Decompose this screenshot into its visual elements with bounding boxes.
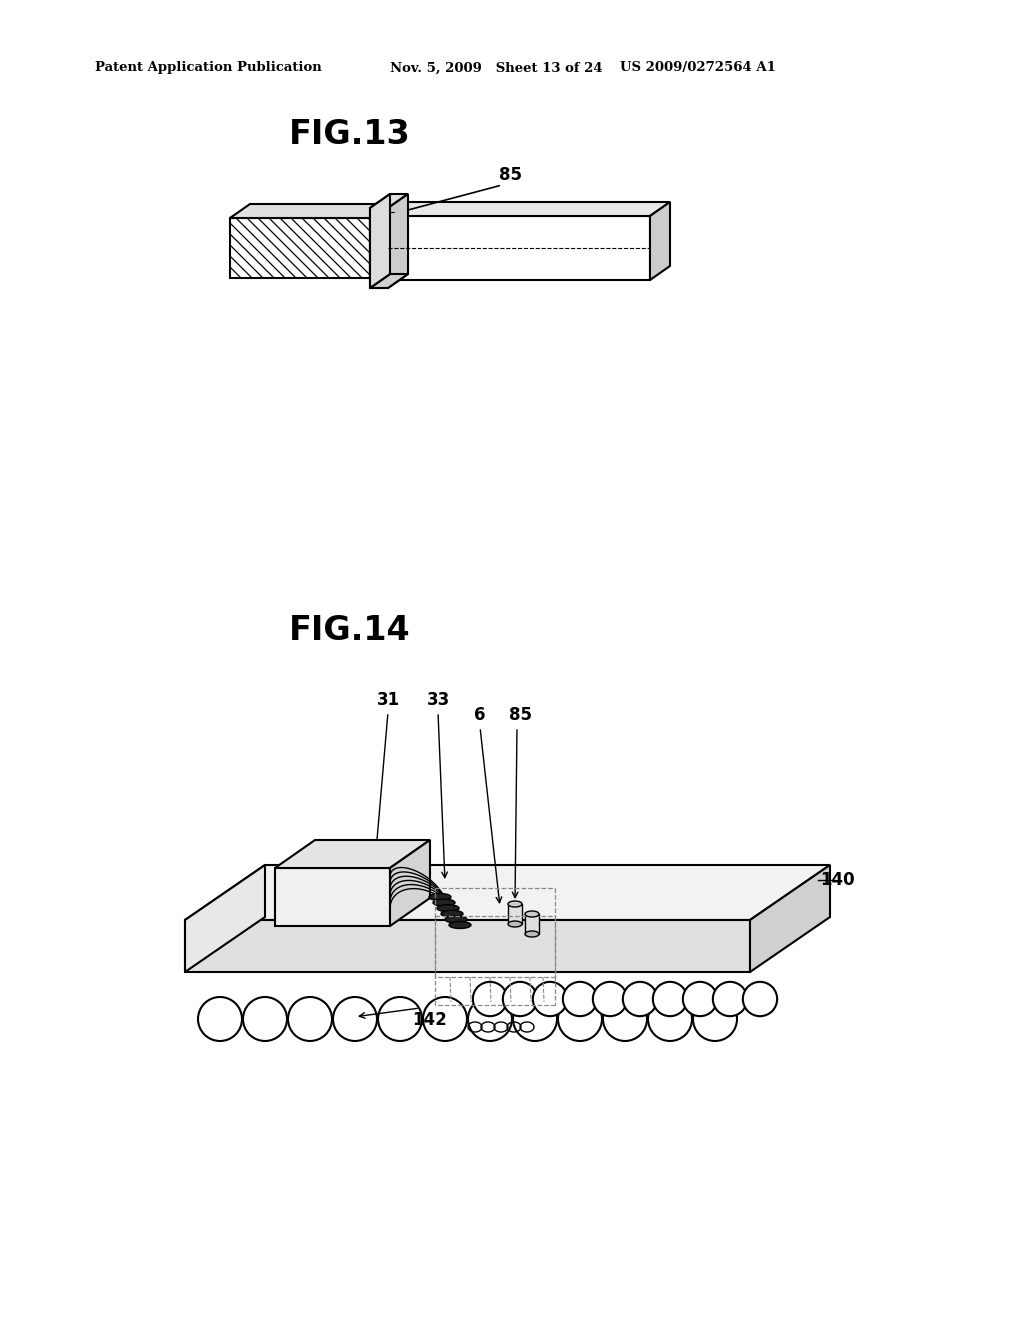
Circle shape bbox=[648, 997, 692, 1041]
Text: Patent Application Publication: Patent Application Publication bbox=[95, 62, 322, 74]
Circle shape bbox=[558, 997, 602, 1041]
Text: Nov. 5, 2009   Sheet 13 of 24: Nov. 5, 2009 Sheet 13 of 24 bbox=[390, 62, 603, 74]
Text: FIG.14: FIG.14 bbox=[289, 614, 411, 647]
Polygon shape bbox=[185, 865, 830, 920]
Text: 6: 6 bbox=[474, 706, 485, 723]
Polygon shape bbox=[508, 904, 522, 924]
Polygon shape bbox=[185, 865, 265, 972]
Circle shape bbox=[532, 982, 567, 1016]
Polygon shape bbox=[185, 920, 750, 972]
Text: 85: 85 bbox=[509, 706, 531, 723]
Circle shape bbox=[333, 997, 377, 1041]
Bar bbox=[230, 218, 370, 279]
Polygon shape bbox=[230, 205, 390, 218]
Polygon shape bbox=[370, 275, 408, 288]
Circle shape bbox=[603, 997, 647, 1041]
Circle shape bbox=[623, 982, 657, 1016]
Circle shape bbox=[288, 997, 332, 1041]
Ellipse shape bbox=[445, 916, 467, 923]
Polygon shape bbox=[275, 840, 430, 869]
Text: 142: 142 bbox=[413, 1011, 447, 1030]
Text: FIG.13: FIG.13 bbox=[289, 119, 411, 152]
Circle shape bbox=[468, 997, 512, 1041]
Circle shape bbox=[513, 997, 557, 1041]
Circle shape bbox=[693, 997, 737, 1041]
Circle shape bbox=[742, 982, 777, 1016]
Circle shape bbox=[593, 982, 627, 1016]
Ellipse shape bbox=[433, 899, 455, 906]
Circle shape bbox=[378, 997, 422, 1041]
Ellipse shape bbox=[525, 911, 539, 917]
Circle shape bbox=[473, 982, 507, 1016]
Polygon shape bbox=[370, 194, 390, 288]
Circle shape bbox=[503, 982, 538, 1016]
Circle shape bbox=[653, 982, 687, 1016]
Circle shape bbox=[243, 997, 287, 1041]
Text: 31: 31 bbox=[377, 690, 399, 709]
Text: 85: 85 bbox=[499, 166, 521, 183]
Polygon shape bbox=[388, 194, 408, 288]
Circle shape bbox=[423, 997, 467, 1041]
Polygon shape bbox=[525, 913, 539, 935]
Text: US 2009/0272564 A1: US 2009/0272564 A1 bbox=[620, 62, 776, 74]
Polygon shape bbox=[388, 216, 650, 280]
Polygon shape bbox=[370, 209, 388, 288]
Polygon shape bbox=[275, 869, 390, 927]
Ellipse shape bbox=[449, 921, 471, 928]
Ellipse shape bbox=[508, 902, 522, 907]
Text: 33: 33 bbox=[426, 690, 450, 709]
Circle shape bbox=[683, 982, 717, 1016]
Circle shape bbox=[713, 982, 748, 1016]
Ellipse shape bbox=[437, 904, 459, 912]
Polygon shape bbox=[388, 202, 670, 216]
Text: 140: 140 bbox=[820, 871, 855, 888]
Ellipse shape bbox=[429, 894, 451, 900]
Polygon shape bbox=[390, 840, 430, 927]
Ellipse shape bbox=[508, 921, 522, 927]
Polygon shape bbox=[650, 202, 670, 280]
Circle shape bbox=[563, 982, 597, 1016]
Circle shape bbox=[198, 997, 242, 1041]
Polygon shape bbox=[370, 205, 390, 279]
Ellipse shape bbox=[525, 931, 539, 937]
Polygon shape bbox=[750, 865, 830, 972]
Ellipse shape bbox=[441, 911, 463, 917]
Polygon shape bbox=[370, 194, 408, 209]
